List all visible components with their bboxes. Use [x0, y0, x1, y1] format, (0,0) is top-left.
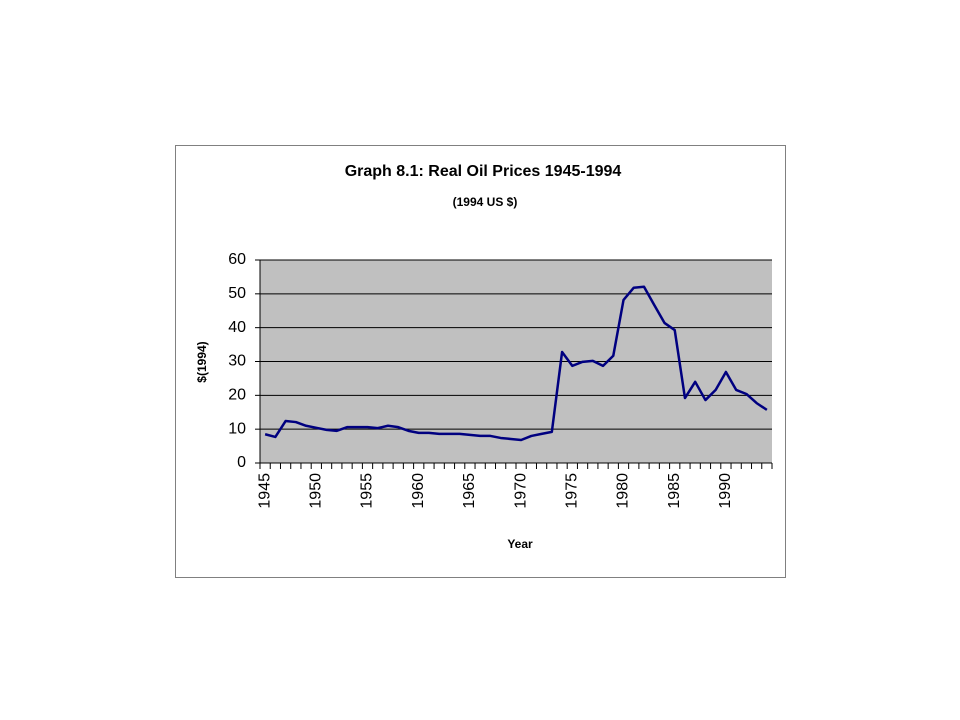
y-tick-label: 40 — [228, 319, 246, 336]
chart-title: Graph 8.1: Real Oil Prices 1945-1994 — [345, 163, 622, 180]
x-axis-title: Year — [507, 537, 533, 551]
y-tick-label: 20 — [228, 387, 246, 404]
x-tick-label: 1975 — [564, 473, 581, 509]
y-tick-label: 30 — [228, 353, 246, 370]
x-tick-label: 1965 — [461, 473, 478, 509]
x-tick-label: 1945 — [256, 473, 273, 509]
x-tick-label: 1955 — [359, 473, 376, 509]
y-tick-label: 10 — [228, 420, 246, 437]
y-axis-title: $(1994) — [195, 341, 209, 382]
x-tick-label: 1990 — [717, 473, 734, 509]
y-tick-label: 0 — [237, 454, 246, 471]
y-tick-label: 50 — [228, 285, 246, 302]
series-line — [264, 285, 768, 442]
x-tick-label: 1980 — [615, 473, 632, 509]
x-tick-label: 1970 — [512, 473, 529, 509]
x-tick-label: 1985 — [666, 473, 683, 509]
x-tick-label: 1960 — [410, 473, 427, 509]
y-tick-label: 60 — [228, 251, 246, 268]
chart-subtitle: (1994 US $) — [453, 195, 518, 209]
x-tick-label: 1950 — [308, 473, 325, 509]
